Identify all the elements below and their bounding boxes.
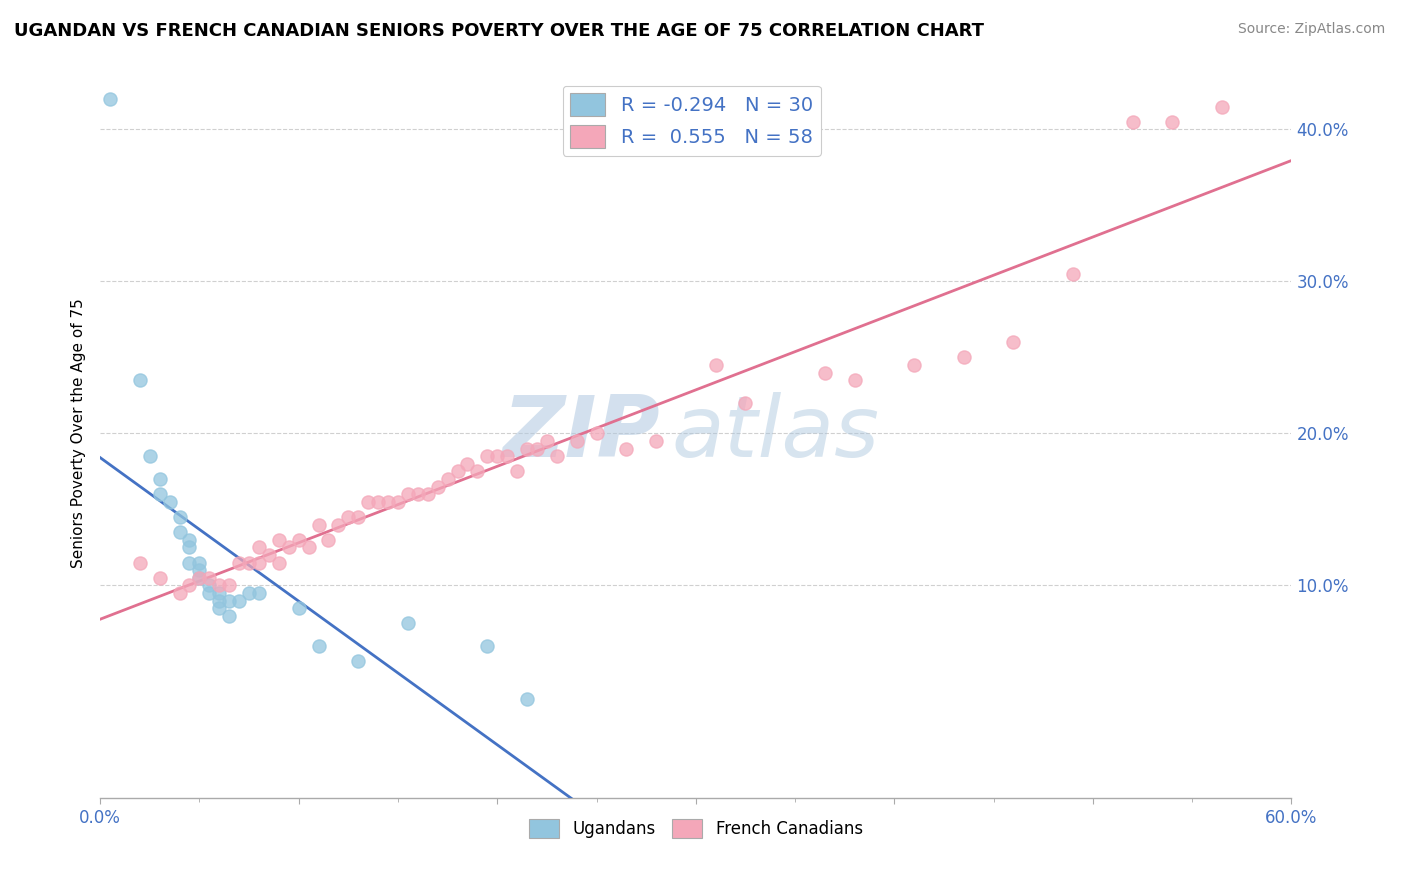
Point <box>1161 114 1184 128</box>
Point <box>467 464 489 478</box>
Point <box>128 556 150 570</box>
Point <box>169 510 191 524</box>
Point <box>477 449 499 463</box>
Point <box>406 487 429 501</box>
Y-axis label: Seniors Poverty Over the Age of 75: Seniors Poverty Over the Age of 75 <box>72 299 86 568</box>
Point <box>585 426 607 441</box>
Text: ZIP: ZIP <box>502 392 659 475</box>
Point <box>208 578 231 592</box>
Point <box>486 449 509 463</box>
Point <box>387 494 409 508</box>
Point <box>179 533 201 547</box>
Point <box>496 449 519 463</box>
Point <box>614 442 637 456</box>
Point <box>337 510 360 524</box>
Point <box>328 517 350 532</box>
Point <box>98 92 121 106</box>
Point <box>1211 99 1233 113</box>
Point <box>308 639 330 653</box>
Text: UGANDAN VS FRENCH CANADIAN SENIORS POVERTY OVER THE AGE OF 75 CORRELATION CHART: UGANDAN VS FRENCH CANADIAN SENIORS POVER… <box>14 22 984 40</box>
Point <box>814 366 837 380</box>
Point <box>218 593 240 607</box>
Point <box>367 494 389 508</box>
Point <box>218 608 240 623</box>
Point <box>287 601 309 615</box>
Point <box>396 616 419 631</box>
Point <box>228 593 250 607</box>
Point <box>377 494 399 508</box>
Point <box>179 578 201 592</box>
Point <box>477 639 499 653</box>
Point <box>238 586 260 600</box>
Text: Source: ZipAtlas.com: Source: ZipAtlas.com <box>1237 22 1385 37</box>
Point <box>903 358 925 372</box>
Point <box>188 571 211 585</box>
Point <box>516 442 538 456</box>
Point <box>257 548 280 562</box>
Point <box>436 472 458 486</box>
Point <box>953 351 976 365</box>
Point <box>267 556 290 570</box>
Legend: Ugandans, French Canadians: Ugandans, French Canadians <box>522 812 869 845</box>
Point <box>318 533 340 547</box>
Point <box>169 586 191 600</box>
Point <box>446 464 468 478</box>
Point <box>247 541 270 555</box>
Point <box>844 373 866 387</box>
Point <box>396 487 419 501</box>
Point <box>645 434 668 448</box>
Point <box>347 510 370 524</box>
Point <box>546 449 568 463</box>
Point <box>277 541 299 555</box>
Point <box>179 556 201 570</box>
Point <box>208 593 231 607</box>
Point <box>149 571 172 585</box>
Point <box>169 525 191 540</box>
Point <box>565 434 588 448</box>
Point <box>179 541 201 555</box>
Point <box>198 578 221 592</box>
Point <box>208 586 231 600</box>
Point <box>228 556 250 570</box>
Point <box>456 457 478 471</box>
Point <box>188 563 211 577</box>
Point <box>247 556 270 570</box>
Point <box>267 533 290 547</box>
Point <box>426 479 449 493</box>
Point <box>128 373 150 387</box>
Point <box>238 556 260 570</box>
Point <box>208 601 231 615</box>
Point <box>1062 267 1084 281</box>
Point <box>308 517 330 532</box>
Point <box>287 533 309 547</box>
Point <box>149 487 172 501</box>
Point <box>149 472 172 486</box>
Point <box>198 571 221 585</box>
Point <box>159 494 181 508</box>
Point <box>734 396 756 410</box>
Text: atlas: atlas <box>672 392 880 475</box>
Point <box>526 442 548 456</box>
Point <box>1122 114 1144 128</box>
Point <box>1002 335 1025 350</box>
Point <box>198 586 221 600</box>
Point <box>704 358 727 372</box>
Point <box>218 578 240 592</box>
Point <box>188 556 211 570</box>
Point <box>536 434 558 448</box>
Point <box>416 487 439 501</box>
Point <box>188 571 211 585</box>
Point <box>347 654 370 668</box>
Point <box>139 449 162 463</box>
Point <box>297 541 319 555</box>
Point <box>247 586 270 600</box>
Point <box>357 494 380 508</box>
Point <box>506 464 529 478</box>
Point <box>516 692 538 706</box>
